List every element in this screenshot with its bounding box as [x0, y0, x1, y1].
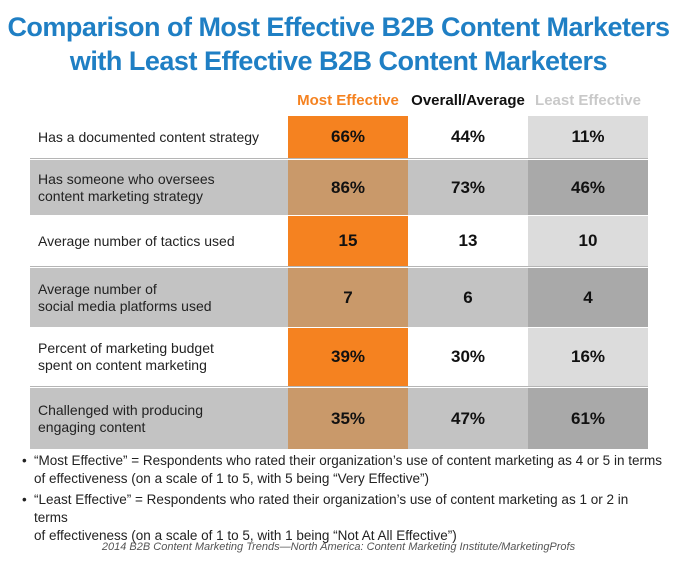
row-label-line-1: Challenged with producing — [38, 401, 203, 418]
row-label: Challenged with producing engaging conten… — [30, 388, 288, 449]
row-label-text: Average number of social media platforms … — [38, 281, 212, 315]
row-label: Has someone who oversees content marketin… — [30, 160, 288, 215]
row-label-line-2: social media platforms used — [38, 297, 212, 314]
most-effective-value: 15 — [288, 216, 408, 266]
row-label-line-2: engaging content — [38, 418, 146, 435]
chart-title-line-1: Comparison of Most Effective B2B Content… — [7, 12, 670, 42]
most-effective-value: 86% — [288, 160, 408, 215]
table-row-marketing-budget: Percent of marketing budget spent on cont… — [30, 327, 648, 387]
most-effective-value: 39% — [288, 328, 408, 386]
row-label-text: Has a documented content strategy — [38, 128, 260, 145]
least-effective-value: 11% — [528, 116, 648, 158]
footnote-line-2: of effectiveness (on a scale of 1 to 5, … — [34, 528, 457, 543]
footnotes: • “Most Effective” = Respondents who rat… — [22, 452, 662, 548]
least-effective-value: 4 — [528, 268, 648, 327]
overall-average-value: 13 — [408, 216, 528, 266]
bullet: • — [22, 453, 27, 468]
footnote-line-1: “Least Effective” = Respondents who rate… — [34, 492, 629, 525]
overall-average-value: 6 — [408, 268, 528, 327]
least-effective-value: 61% — [528, 388, 648, 449]
chart-title: Comparison of Most Effective B2B Content… — [0, 10, 677, 78]
row-label-text: Percent of marketing budget spent on cont… — [38, 340, 214, 374]
column-header-most-effective: Most Effective — [297, 92, 399, 109]
least-effective-value: 46% — [528, 160, 648, 215]
table-row-oversees-strategy: Has someone who oversees content marketin… — [30, 159, 648, 215]
overall-average-value: 44% — [408, 116, 528, 158]
table-row-documented-strategy: Has a documented content strategy 66% 44… — [30, 115, 648, 159]
overall-average-value: 47% — [408, 388, 528, 449]
row-label: Has a documented content strategy — [30, 116, 288, 158]
row-label-text: Has someone who oversees content marketin… — [38, 171, 215, 205]
row-label-text: Average number of tactics used — [38, 232, 235, 249]
table-row-tactics-used: Average number of tactics used 15 13 10 — [30, 215, 648, 267]
most-effective-value: 7 — [288, 268, 408, 327]
comparison-table: Has a documented content strategy 66% 44… — [30, 115, 648, 449]
row-label-line-1: Has someone who oversees — [38, 170, 215, 187]
most-effective-value: 35% — [288, 388, 408, 449]
least-effective-value: 10 — [528, 216, 648, 266]
footnote-line-1: “Most Effective” = Respondents who rated… — [34, 453, 662, 468]
most-effective-value: 66% — [288, 116, 408, 158]
overall-average-value: 73% — [408, 160, 528, 215]
column-header-overall-average: Overall/Average — [411, 92, 525, 109]
chart-title-line-2: with Least Effective B2B Content Markete… — [69, 46, 608, 76]
row-label-line-2: spent on content marketing — [38, 357, 207, 373]
row-label: Average number of social media platforms … — [30, 268, 288, 327]
least-effective-value: 16% — [528, 328, 648, 386]
table-row-social-platforms: Average number of social media platforms … — [30, 267, 648, 327]
row-label-line-1: Average number of — [38, 280, 157, 297]
row-label-line-2: content marketing strategy — [38, 187, 203, 204]
table-row-engaging-content: Challenged with producing engaging conten… — [30, 387, 648, 449]
row-label: Average number of tactics used — [30, 216, 288, 266]
row-label-line-1: Percent of marketing budget — [38, 340, 214, 356]
source-citation: 2014 B2B Content Marketing Trends—North … — [101, 541, 576, 553]
bullet: • — [22, 492, 27, 507]
footnote-least-effective: • “Least Effective” = Respondents who ra… — [22, 491, 662, 545]
overall-average-value: 30% — [408, 328, 528, 386]
column-header-least-effective: Least Effective — [535, 92, 641, 109]
footnote-most-effective: • “Most Effective” = Respondents who rat… — [22, 452, 662, 488]
row-label: Percent of marketing budget spent on cont… — [30, 328, 288, 386]
row-label-text: Challenged with producing engaging conten… — [38, 402, 203, 436]
footnote-line-2: of effectiveness (on a scale of 1 to 5, … — [34, 471, 429, 486]
